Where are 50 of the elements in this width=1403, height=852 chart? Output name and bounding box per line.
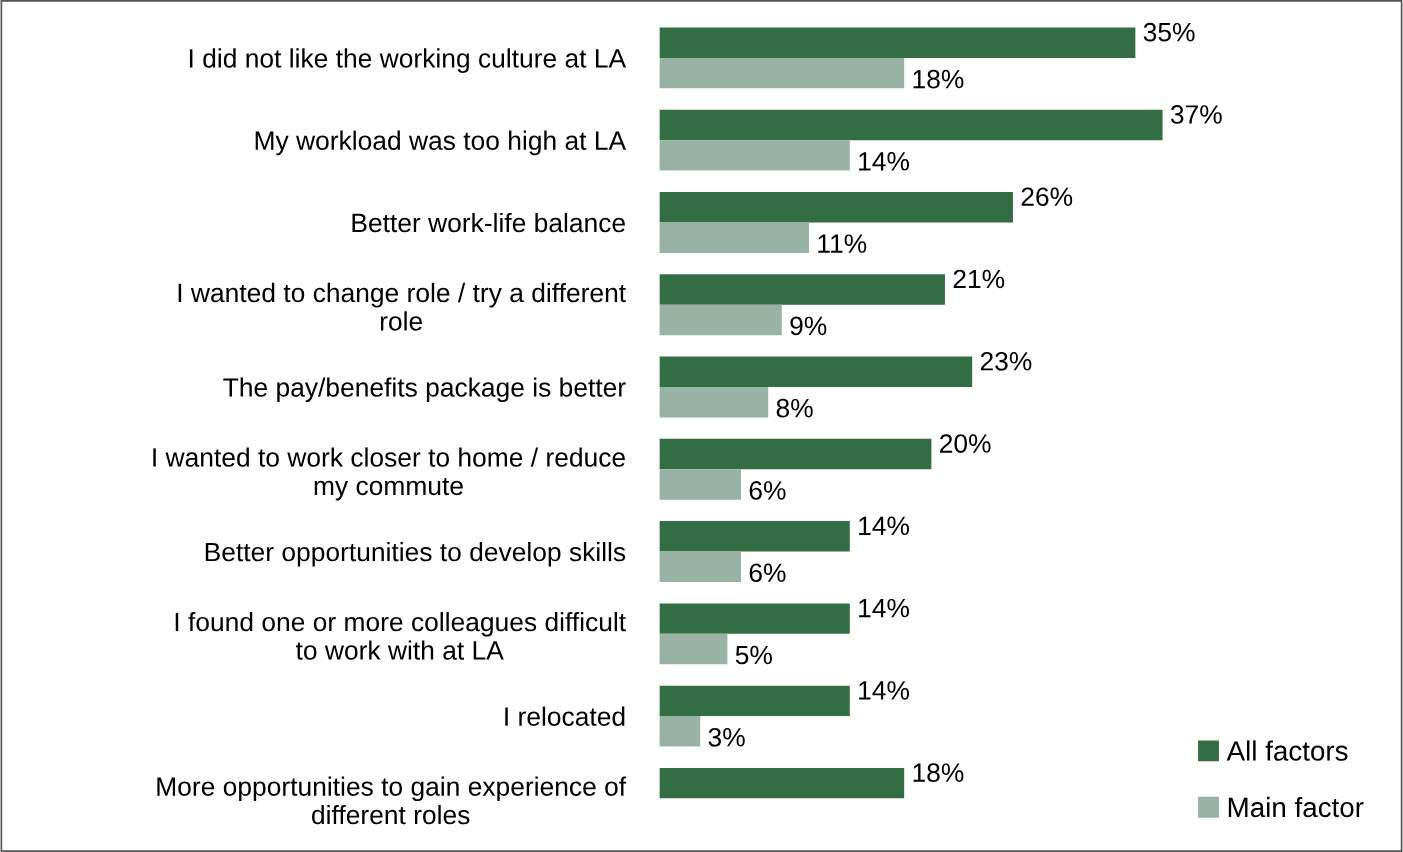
bar — [659, 469, 741, 500]
y-tick-label: My workload was too high at LA — [255, 130, 627, 156]
bar — [659, 140, 850, 171]
bar — [659, 109, 1163, 141]
data-label: 14% — [859, 598, 909, 618]
legend-label: Main factor — [1228, 796, 1364, 818]
bar — [659, 633, 728, 665]
bar — [659, 551, 741, 582]
data-label: 6% — [749, 481, 786, 500]
y-tick-label: More opportunities to gain experience of different roles — [157, 776, 627, 825]
bar — [659, 438, 932, 470]
data-label: 14% — [859, 152, 909, 171]
bar — [659, 716, 701, 747]
y-tick-label: The pay/benefits package is better — [223, 377, 626, 403]
data-label: 5% — [735, 645, 772, 665]
y-tick-label: Better opportunities to develop skills — [205, 541, 626, 567]
bar — [659, 356, 973, 387]
bar — [659, 603, 850, 634]
bar — [659, 274, 945, 305]
data-label: 35% — [1143, 22, 1195, 42]
data-label: 21% — [953, 269, 1005, 289]
data-label: 3% — [708, 727, 745, 747]
y-tick-label: Better work-life balance — [352, 212, 625, 233]
bar — [659, 192, 1013, 223]
data-label: 14% — [859, 681, 909, 700]
data-label: 8% — [776, 398, 813, 418]
bar — [659, 57, 905, 89]
bar — [659, 685, 850, 717]
data-label: 20% — [940, 434, 991, 453]
y-tick-label: I wanted to change role / try a different role — [178, 282, 626, 331]
bar — [659, 386, 769, 418]
y-tick-label: I relocated — [505, 706, 625, 726]
bar — [659, 521, 850, 552]
data-label: 26% — [1021, 187, 1073, 207]
data-label: 37% — [1170, 105, 1222, 124]
data-label: 23% — [980, 351, 1032, 371]
data-label: 9% — [790, 316, 827, 336]
y-tick-label: I wanted to work closer to home / reduce my commute — [153, 447, 625, 501]
bar — [659, 767, 905, 799]
bar — [659, 222, 809, 253]
data-label: 14% — [859, 516, 909, 536]
y-tick-label: I did not like the working culture at LA — [189, 48, 627, 73]
data-label: 18% — [913, 69, 964, 89]
data-label: 18% — [913, 763, 964, 783]
y-tick-label: I found one or more colleagues difficult to work with at LA — [175, 611, 626, 660]
bar — [659, 27, 1136, 58]
legend-label: All factors — [1226, 740, 1348, 761]
data-label: 6% — [749, 563, 786, 583]
bar — [659, 304, 782, 336]
data-label: 11% — [818, 234, 867, 253]
